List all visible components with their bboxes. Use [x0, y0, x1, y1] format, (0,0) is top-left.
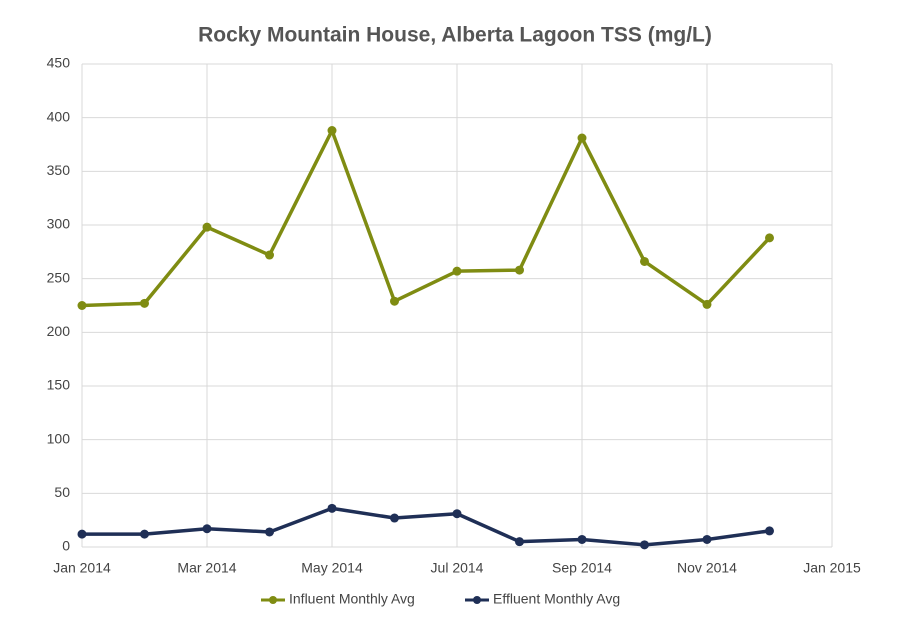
data-point	[140, 529, 149, 539]
data-point	[390, 296, 399, 306]
data-point	[202, 222, 212, 232]
x-tick-label: Nov 2014	[677, 560, 737, 576]
series-line	[81, 128, 771, 308]
data-point	[327, 126, 337, 136]
data-point	[327, 503, 337, 513]
legend-item: Influent Monthly Avg	[261, 591, 415, 607]
x-tick-label: Sep 2014	[552, 560, 612, 576]
y-tick-label: 350	[47, 162, 71, 178]
data-point	[515, 265, 524, 275]
data-point	[77, 301, 87, 310]
data-point	[765, 233, 774, 243]
chart-title: Rocky Mountain House, Alberta Lagoon TSS…	[198, 24, 712, 47]
data-point	[452, 509, 462, 519]
y-tick-label: 150	[47, 377, 71, 393]
data-point	[702, 299, 712, 309]
data-point	[515, 537, 524, 547]
data-point	[452, 266, 462, 276]
data-point	[265, 527, 274, 537]
y-tick-label: 300	[47, 216, 71, 232]
data-point	[640, 256, 649, 266]
x-tick-label: Mar 2014	[177, 560, 236, 576]
y-tick-label: 250	[47, 269, 71, 285]
y-tick-label: 0	[62, 538, 70, 554]
y-tick-label: 100	[47, 430, 71, 446]
data-point	[77, 529, 87, 539]
data-point	[265, 250, 274, 260]
x-tick-label: May 2014	[301, 560, 363, 576]
series-line	[82, 506, 770, 547]
legend-marker	[269, 596, 277, 604]
legend-label: Effluent Monthly Avg	[493, 591, 620, 607]
y-tick-label: 400	[47, 108, 71, 124]
legend-marker	[473, 596, 481, 604]
data-point	[390, 513, 399, 523]
legend-label: Influent Monthly Avg	[289, 591, 415, 607]
y-tick-label: 50	[54, 484, 70, 500]
x-tick-label: Jan 2015	[803, 560, 861, 576]
x-tick-label: Jan 2014	[53, 560, 111, 576]
data-point	[140, 298, 149, 308]
data-point	[640, 540, 649, 550]
data-point	[765, 526, 774, 536]
data-point	[202, 524, 212, 534]
data-point	[577, 133, 587, 143]
y-tick-label: 450	[47, 55, 71, 71]
y-tick-label: 200	[47, 323, 71, 339]
data-point	[577, 534, 587, 544]
x-tick-label: Jul 2014	[431, 560, 484, 576]
data-point	[702, 534, 712, 544]
legend-item: Effluent Monthly Avg	[465, 591, 620, 607]
